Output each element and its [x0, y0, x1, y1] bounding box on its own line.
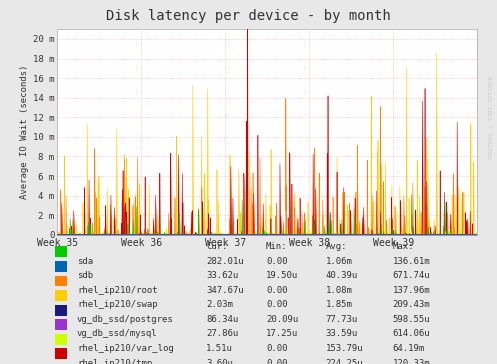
- Text: 1.08m: 1.08m: [326, 286, 352, 295]
- Text: 120.33m: 120.33m: [393, 359, 430, 364]
- Text: 77.73u: 77.73u: [326, 315, 358, 324]
- Text: 33.62u: 33.62u: [206, 271, 239, 280]
- Text: 137.96m: 137.96m: [393, 286, 430, 295]
- Text: 282.01u: 282.01u: [206, 257, 244, 266]
- Text: sda: sda: [77, 257, 93, 266]
- Text: 86.34u: 86.34u: [206, 315, 239, 324]
- Text: 64.19m: 64.19m: [393, 344, 425, 353]
- Text: vg_db_ssd/mysql: vg_db_ssd/mysql: [77, 329, 158, 339]
- Text: vg_db_ssd/postgres: vg_db_ssd/postgres: [77, 315, 174, 324]
- Text: 17.25u: 17.25u: [266, 329, 298, 339]
- Text: 0.00: 0.00: [266, 300, 287, 309]
- Text: 347.67u: 347.67u: [206, 286, 244, 295]
- Text: Max:: Max:: [393, 242, 414, 251]
- Text: 3.60u: 3.60u: [206, 359, 233, 364]
- Text: rhel_ip210/swap: rhel_ip210/swap: [77, 300, 158, 309]
- Text: 0.00: 0.00: [266, 286, 287, 295]
- Text: Cur:: Cur:: [206, 242, 228, 251]
- Text: 209.43m: 209.43m: [393, 300, 430, 309]
- Text: rhel_ip210/var_log: rhel_ip210/var_log: [77, 344, 174, 353]
- Text: 19.50u: 19.50u: [266, 271, 298, 280]
- Text: 1.51u: 1.51u: [206, 344, 233, 353]
- Y-axis label: Average IO Wait (seconds): Average IO Wait (seconds): [20, 65, 29, 199]
- Text: Disk latency per device - by month: Disk latency per device - by month: [106, 9, 391, 23]
- Text: 598.55u: 598.55u: [393, 315, 430, 324]
- Text: 0.00: 0.00: [266, 257, 287, 266]
- Text: 671.74u: 671.74u: [393, 271, 430, 280]
- Text: 0.00: 0.00: [266, 344, 287, 353]
- Text: 1.06m: 1.06m: [326, 257, 352, 266]
- Text: rhel_ip210/root: rhel_ip210/root: [77, 286, 158, 295]
- Text: 2.03m: 2.03m: [206, 300, 233, 309]
- Text: 614.06u: 614.06u: [393, 329, 430, 339]
- Text: 0.00: 0.00: [266, 359, 287, 364]
- Text: 224.25u: 224.25u: [326, 359, 363, 364]
- Text: 20.09u: 20.09u: [266, 315, 298, 324]
- Text: 40.39u: 40.39u: [326, 271, 358, 280]
- Text: Avg:: Avg:: [326, 242, 347, 251]
- Text: Min:: Min:: [266, 242, 287, 251]
- Text: 33.59u: 33.59u: [326, 329, 358, 339]
- Text: 1.85m: 1.85m: [326, 300, 352, 309]
- Text: rhel_ip210/tmp: rhel_ip210/tmp: [77, 359, 152, 364]
- Text: sdb: sdb: [77, 271, 93, 280]
- Text: 27.86u: 27.86u: [206, 329, 239, 339]
- Text: RRDTOOL / TOBI OETIKER: RRDTOOL / TOBI OETIKER: [489, 75, 494, 158]
- Text: 136.61m: 136.61m: [393, 257, 430, 266]
- Text: 153.79u: 153.79u: [326, 344, 363, 353]
